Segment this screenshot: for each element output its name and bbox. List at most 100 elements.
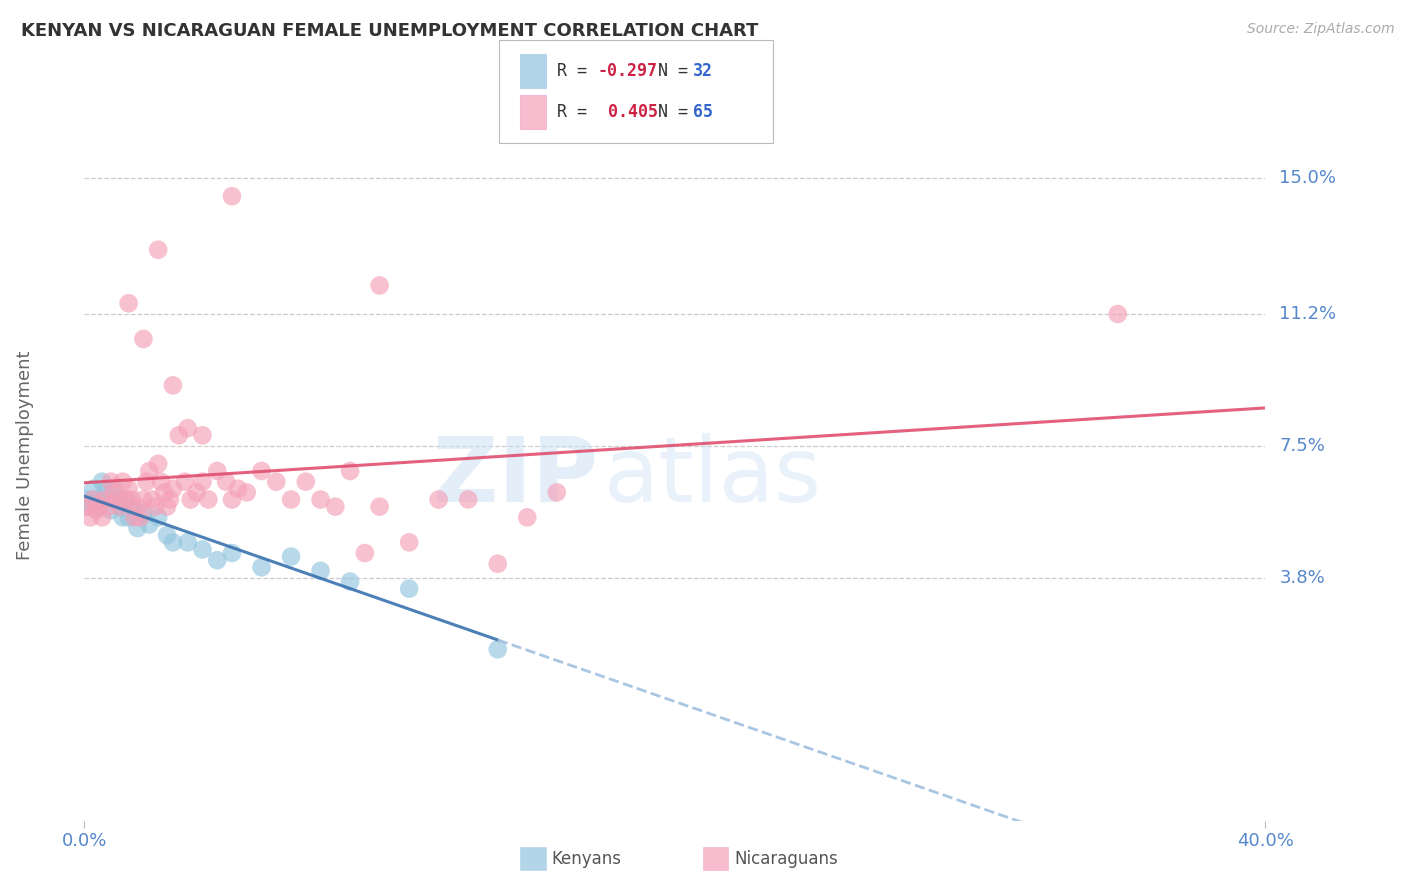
Point [235,485,259,500]
Point [127,521,149,535]
Point [103,485,125,500]
Point [91,475,114,489]
Point [457,492,479,507]
Text: R =: R = [557,62,596,79]
Point [250,560,273,574]
Point [127,500,149,514]
Point [205,553,228,567]
Point [124,510,146,524]
Point [150,475,173,489]
Point [177,421,200,435]
Point [87,500,111,514]
Point [108,500,131,514]
Point [94,485,117,500]
Point [323,500,347,514]
Text: 11.2%: 11.2% [1279,305,1337,323]
Point [148,510,170,524]
Point [103,482,125,496]
Point [339,574,361,589]
Point [156,500,179,514]
Text: atlas: atlas [605,433,823,521]
Point [84,503,107,517]
Point [205,464,228,478]
Point [546,485,568,500]
Point [105,492,128,507]
Point [186,485,208,500]
Text: 7.5%: 7.5% [1279,437,1326,455]
Point [105,492,128,507]
Point [79,500,101,514]
Text: 3.8%: 3.8% [1279,569,1324,587]
Point [121,500,143,514]
Point [111,510,134,524]
Point [167,428,190,442]
Point [280,549,302,564]
Point [354,546,377,560]
Point [153,485,176,500]
Point [309,492,332,507]
Point [84,492,107,507]
Point [129,510,152,524]
Point [132,332,155,346]
Text: R =: R = [557,103,596,121]
Point [94,492,117,507]
Point [368,278,391,293]
Point [138,517,160,532]
Point [118,510,141,524]
Point [162,378,184,392]
Point [264,475,288,489]
Point [141,492,163,507]
Point [135,475,157,489]
Point [221,492,243,507]
Point [121,492,143,507]
Point [398,535,420,549]
Text: 0.405: 0.405 [598,103,658,121]
Text: N =: N = [658,62,697,79]
Point [516,510,538,524]
Point [197,492,219,507]
Point [132,492,155,507]
Point [114,492,136,507]
Point [76,500,98,514]
Point [427,492,450,507]
Point [111,475,134,489]
Point [138,464,160,478]
Point [87,500,111,514]
Point [339,464,361,478]
Point [156,528,179,542]
Point [159,492,181,507]
Text: 65: 65 [693,103,713,121]
Point [118,482,141,496]
Text: Source: ZipAtlas.com: Source: ZipAtlas.com [1247,22,1395,37]
Point [221,546,243,560]
Point [108,500,131,514]
Point [1107,307,1129,321]
Point [368,500,391,514]
Point [191,542,214,557]
Point [82,482,104,496]
Point [79,510,101,524]
Text: KENYAN VS NICARAGUAN FEMALE UNEMPLOYMENT CORRELATION CHART: KENYAN VS NICARAGUAN FEMALE UNEMPLOYMENT… [21,22,758,40]
Point [132,507,155,521]
Text: ZIP: ZIP [433,433,598,521]
Point [162,535,184,549]
Point [97,500,120,514]
Text: Nicaraguans: Nicaraguans [734,849,838,868]
Text: 15.0%: 15.0% [1279,169,1336,187]
Point [398,582,420,596]
Text: Female Unemployment: Female Unemployment [17,351,34,559]
Point [97,492,120,507]
Point [221,189,243,203]
Point [143,500,166,514]
Point [76,492,98,507]
Point [114,492,136,507]
Point [486,557,509,571]
Point [280,492,302,507]
Point [215,475,238,489]
Point [82,492,104,507]
Point [177,535,200,549]
Point [100,475,122,489]
Point [486,642,509,657]
Text: 32: 32 [693,62,713,79]
Point [100,503,122,517]
